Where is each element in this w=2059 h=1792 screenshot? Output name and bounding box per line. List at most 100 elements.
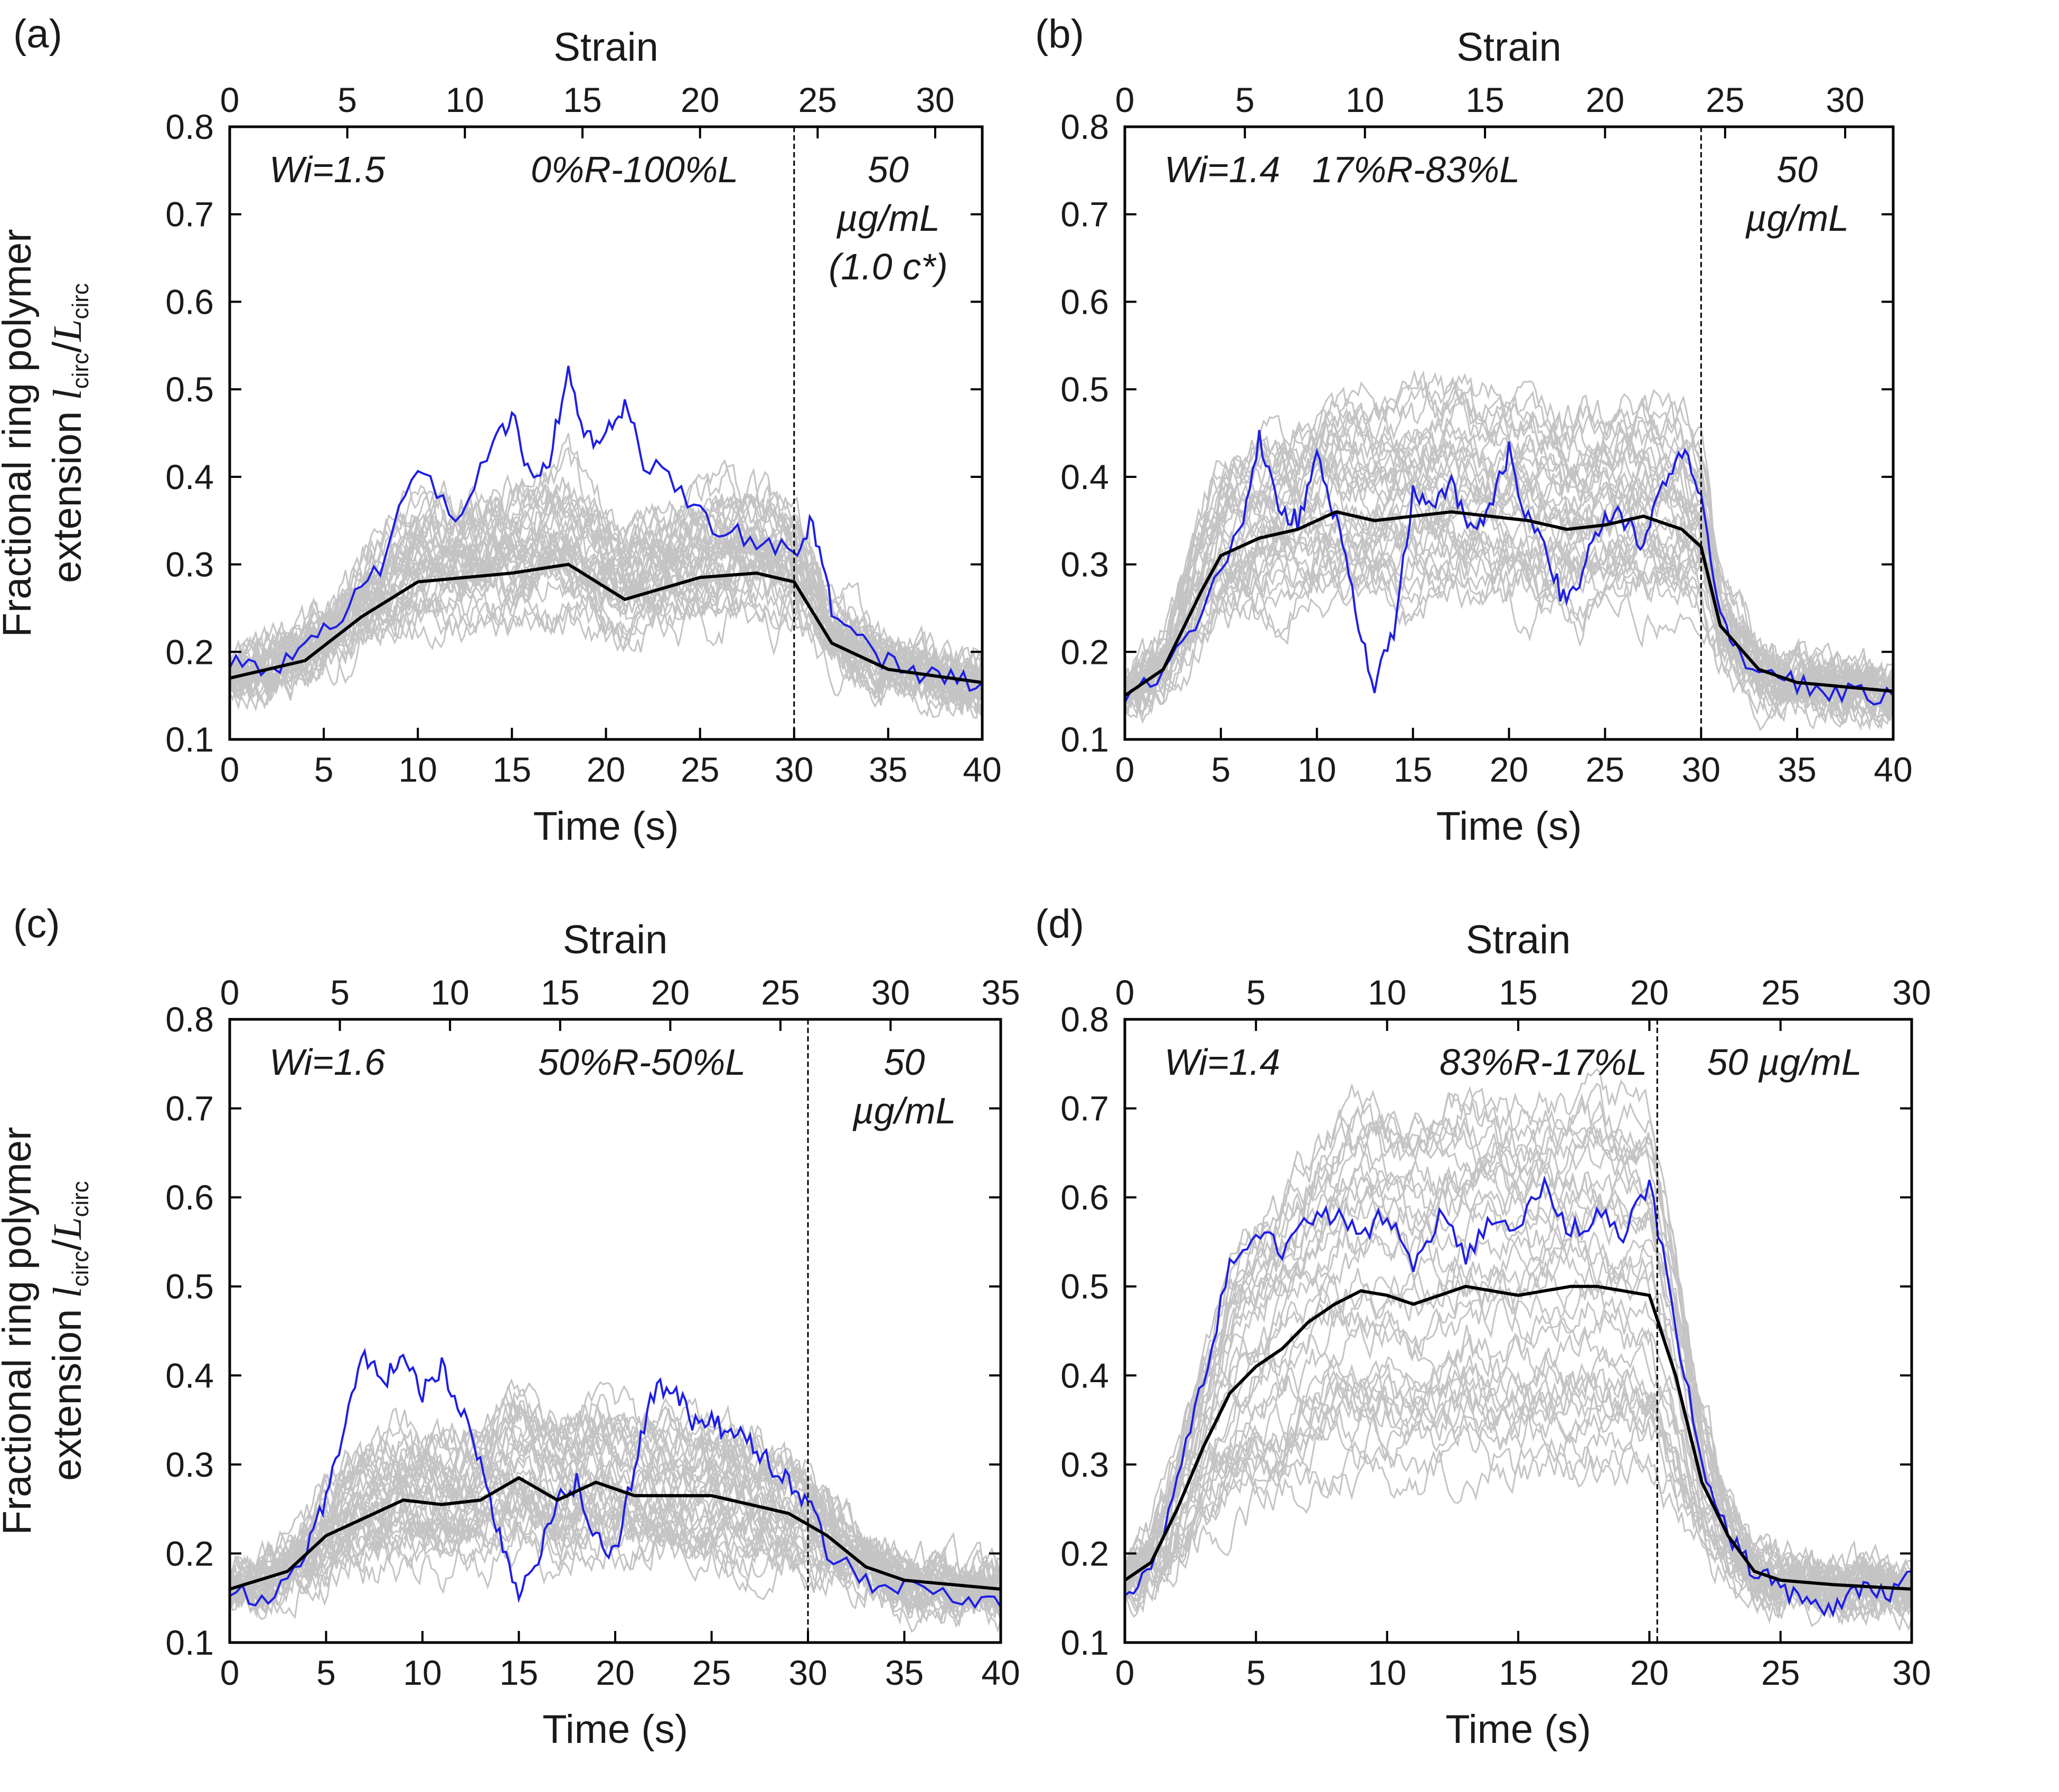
x-tick-label: 30	[788, 1653, 827, 1692]
individual-trace-line	[1125, 1092, 1912, 1621]
x-tick-label: 25	[681, 750, 719, 789]
strain-tick-label: 5	[330, 973, 350, 1012]
y-tick-label: 0.8	[1060, 1000, 1109, 1039]
y-tick-label: 0.5	[165, 1267, 214, 1306]
strain-tick-label: 0	[220, 973, 240, 1012]
y-axis-title-line1: Fractional ring polymer	[0, 229, 40, 637]
highlighted-trace-line	[230, 365, 982, 692]
y-tick-label: 0.8	[165, 107, 214, 146]
y-tick-label: 0.4	[165, 457, 214, 496]
individual-trace-line	[1125, 1366, 1912, 1615]
strain-tick-label: 30	[916, 80, 954, 119]
x-tick-label: 0	[1115, 1653, 1135, 1692]
y-tick-label: 0.2	[165, 1534, 214, 1573]
strain-tick-label: 30	[1892, 973, 1931, 1012]
x-tick-label: 15	[493, 750, 531, 789]
individual-trace-line	[230, 588, 982, 705]
x-tick-label: 25	[1761, 1653, 1800, 1692]
panel-label: (c)	[13, 902, 60, 946]
traces-group	[230, 1348, 1001, 1634]
strain-tick-label: 15	[1499, 973, 1537, 1012]
individual-trace-line	[1125, 1242, 1912, 1621]
y-tick-label: 0.1	[1060, 1623, 1109, 1662]
x-axis-title: Time (s)	[533, 804, 679, 849]
strain-tick-label: 10	[1368, 973, 1406, 1012]
panel-label: (a)	[13, 12, 62, 57]
x-tick-label: 5	[1246, 1653, 1266, 1692]
x-axis-title: Time (s)	[1445, 1707, 1591, 1752]
chart-panel-3: (d) 0 5 10 15 20 25 30 Time (s) 0 5 10 15 20 25 30 Strai…	[1035, 902, 1931, 1752]
x-tick-label: 15	[1499, 1653, 1537, 1692]
x-tick-label: 20	[1490, 750, 1528, 789]
highlighted-trace-line	[230, 1348, 1001, 1609]
weissenberg-annotation: Wi=1.6	[269, 1042, 385, 1083]
y-tick-label: 0.6	[165, 1178, 214, 1217]
panel-label: (d)	[1035, 902, 1084, 946]
strain-axis-title: Strain	[563, 917, 668, 962]
strain-tick-label: 10	[446, 80, 484, 119]
y-tick-label: 0.8	[1060, 107, 1109, 146]
strain-tick-label: 5	[337, 80, 357, 119]
concentration-annotation: 50 µg/mL	[1707, 1042, 1861, 1083]
y-tick-label: 0.4	[1060, 457, 1109, 496]
traces-group	[1125, 369, 1893, 731]
strain-tick-label: 5	[1235, 80, 1255, 119]
x-tick-label: 5	[316, 1653, 336, 1692]
individual-trace-line	[1125, 1292, 1912, 1603]
composition-annotation: 0%R-100%L	[531, 149, 738, 190]
strain-tick-label: 0	[1115, 973, 1135, 1012]
individual-trace-line	[1125, 555, 1893, 725]
average-trace-line	[230, 1476, 1001, 1591]
x-axis-title: Time (s)	[1436, 804, 1582, 849]
individual-trace-line	[230, 547, 982, 712]
x-tick-label: 15	[500, 1653, 538, 1692]
strain-tick-label: 30	[871, 973, 910, 1012]
x-tick-label: 20	[587, 750, 625, 789]
strain-tick-label: 20	[651, 973, 690, 1012]
strain-tick-label: 35	[981, 973, 1020, 1012]
x-tick-label: 10	[399, 750, 437, 789]
weissenberg-annotation: Wi=1.5	[269, 149, 386, 190]
highlighted-trace-line	[1125, 1175, 1912, 1618]
traces-group	[1125, 1067, 1912, 1631]
y-tick-label: 0.3	[165, 1445, 214, 1484]
strain-tick-label: 0	[220, 80, 240, 119]
x-tick-label: 5	[314, 750, 334, 789]
y-tick-label: 0.6	[1060, 282, 1109, 321]
individual-trace-line	[230, 490, 982, 711]
x-tick-label: 10	[403, 1653, 441, 1692]
y-tick-label: 0.6	[1060, 1178, 1109, 1217]
composition-annotation: 17%R-83%L	[1312, 149, 1520, 190]
y-tick-label: 0.1	[165, 1623, 214, 1662]
x-tick-label: 10	[1368, 1653, 1406, 1692]
chart-panel-0: (a) 0 5 10 15 20 25 30 35 40 Time (s) 0 5 10 15 20 25 30 S…	[0, 12, 1002, 849]
strain-tick-label: 20	[681, 80, 719, 119]
x-tick-label: 25	[1586, 750, 1624, 789]
y-tick-label: 0.7	[165, 195, 214, 234]
strain-axis-title: Strain	[1466, 917, 1571, 962]
weissenberg-annotation: Wi=1.4	[1164, 1042, 1280, 1083]
y-tick-label: 0.1	[165, 720, 214, 759]
strain-axis-title: Strain	[1456, 25, 1562, 70]
x-tick-label: 20	[1630, 1653, 1669, 1692]
individual-trace-line	[230, 1378, 1001, 1609]
strain-tick-label: 25	[798, 80, 837, 119]
concentration-annotation: 50	[868, 149, 909, 190]
individual-trace-line	[230, 1388, 1001, 1613]
strain-tick-label: 15	[1465, 80, 1504, 119]
x-tick-label: 35	[885, 1653, 924, 1692]
strain-tick-label: 20	[1586, 80, 1624, 119]
individual-trace-line	[1125, 1123, 1912, 1620]
average-trace-line	[1125, 1284, 1912, 1591]
x-tick-label: 20	[596, 1653, 634, 1692]
individual-trace-line	[230, 502, 982, 716]
x-tick-label: 40	[1874, 750, 1912, 789]
strain-tick-label: 25	[1706, 80, 1744, 119]
y-axis-title-line2: extension lcirc/Lcirc	[45, 283, 93, 583]
strain-tick-label: 25	[761, 973, 800, 1012]
y-tick-label: 0.5	[165, 370, 214, 409]
strain-tick-label: 15	[563, 80, 601, 119]
